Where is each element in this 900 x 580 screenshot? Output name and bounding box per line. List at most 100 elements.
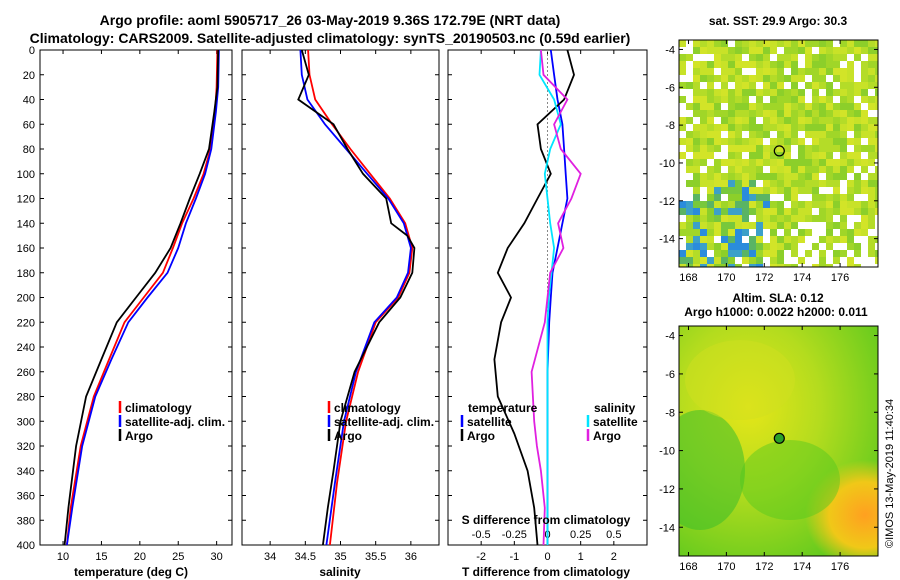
difference-legend: temperature satellite Argo salinity sate… [460,401,638,443]
sst-cell [728,152,735,159]
sst-cell [791,40,798,47]
sst-cell [728,138,735,145]
sst-cell [721,264,728,267]
sst-cell [700,159,707,166]
sst-cell [693,173,700,180]
series-line-argo [63,50,220,545]
sst-cell [840,222,847,229]
x-tick-label: 35 [334,551,346,563]
sst-cell [686,243,693,250]
sst-cell [686,54,693,61]
sst-cell [770,96,777,103]
map-lon-tick-label: 172 [755,272,773,284]
sst-cell [854,131,861,138]
sst-cell [833,166,840,173]
map-lon-tick-label: 168 [679,561,697,573]
sst-cell [777,110,784,117]
sst-cell [840,131,847,138]
sst-cell [833,68,840,75]
sst-cell [756,96,763,103]
sst-cell [861,166,868,173]
sst-cell [686,82,693,89]
sst-cell [826,180,833,187]
sst-cell [742,222,749,229]
sst-cell [847,124,854,131]
map-lon-tick-label: 174 [793,272,811,284]
sst-cell [819,117,826,124]
sst-cell [833,110,840,117]
sst-cell [833,131,840,138]
sst-cell [854,47,861,54]
x-tick-label: 2 [611,551,617,563]
sst-cell [826,173,833,180]
sst-cell [735,215,742,222]
sst-cell [868,103,875,110]
legend-label-climatology: climatology [334,401,401,415]
sst-cell [791,222,798,229]
sst-cell [700,103,707,110]
sst-cell [854,145,861,152]
sst-cell [826,124,833,131]
sst-cell [777,82,784,89]
sst-cell [700,215,707,222]
sst-cell [826,145,833,152]
sst-cell [693,110,700,117]
sst-cell [784,166,791,173]
sst-cell [791,166,798,173]
sst-cell [847,187,854,194]
sst-cell [721,201,728,208]
sla-map-subtitle: Argo h1000: 0.0022 h2000: 0.011 [684,305,868,319]
sst-cell [763,117,770,124]
sst-cell [742,117,749,124]
sst-cell [777,264,784,267]
sst-cell [763,201,770,208]
sst-cell [777,75,784,82]
sst-cell [756,264,763,267]
sst-cell [763,194,770,201]
sst-cell [721,159,728,166]
sst-cell [868,124,875,131]
sst-cell [791,201,798,208]
sst-cell [840,117,847,124]
legend-label-climatology: climatology [125,401,192,415]
sst-cell [742,215,749,222]
sst-cell [679,208,686,215]
sst-cell [693,96,700,103]
sst-cell [735,236,742,243]
sst-cell [868,159,875,166]
sst-cell [735,54,742,61]
sst-cell [693,124,700,131]
sst-cell [707,96,714,103]
sst-cell [714,257,721,264]
sst-cell [777,257,784,264]
sst-cell [770,152,777,159]
sst-cell [819,138,826,145]
sst-cell [763,47,770,54]
sst-cell [728,89,735,96]
sst-cell [749,75,756,82]
sst-cell [868,250,875,257]
sst-cell [840,47,847,54]
sst-cell [763,187,770,194]
sst-cell [819,215,826,222]
sst-cell [700,152,707,159]
sst-cell [861,131,868,138]
sst-cell [707,68,714,75]
sst-cell [812,68,819,75]
sst-cell [693,131,700,138]
sst-cell [819,82,826,89]
sst-cell [728,201,735,208]
sst-cell [833,145,840,152]
sst-cell [770,117,777,124]
sst-cell [721,229,728,236]
sst-cell [812,215,819,222]
sst-cell [854,250,861,257]
depth-tick-label: 240 [17,342,35,354]
sst-cell [777,131,784,138]
sst-cell [700,75,707,82]
sst-cell [847,264,854,267]
sst-cell [819,152,826,159]
sst-cell [854,243,861,250]
sst-cell [875,201,878,208]
sst-cell [728,229,735,236]
